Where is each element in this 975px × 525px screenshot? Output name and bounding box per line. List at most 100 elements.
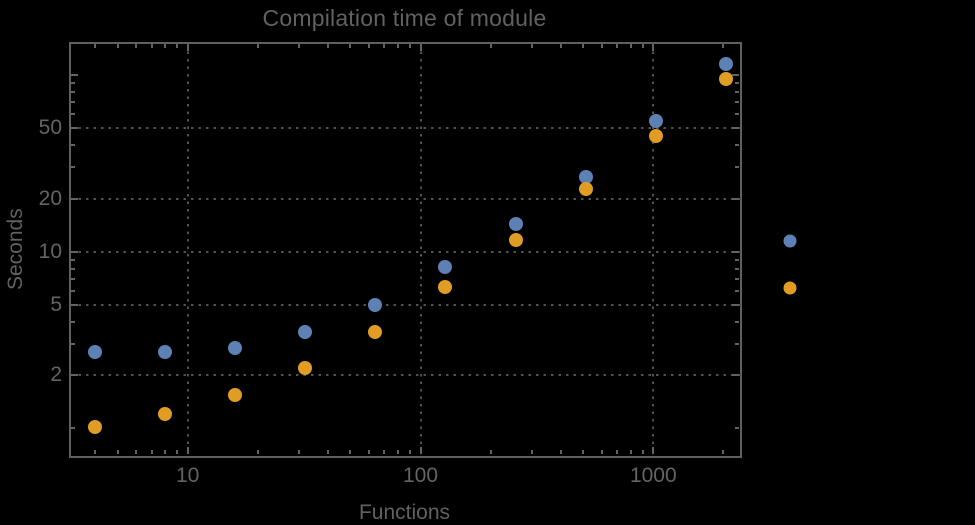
y-tick-mark-right: [732, 74, 739, 76]
x-tick-mark-top: [164, 44, 167, 48]
x-tick-mark: [349, 450, 352, 454]
x-tick-mark: [641, 450, 644, 454]
data-point-series-blue: [158, 345, 173, 360]
y-tick-mark-right: [735, 321, 739, 324]
x-tick-mark-top: [408, 44, 411, 48]
data-point-series-orange: [228, 387, 243, 402]
gridline-vertical: [419, 44, 422, 456]
x-tick-mark-top: [559, 44, 562, 48]
y-tick-mark: [71, 127, 78, 130]
data-point-series-orange: [508, 233, 523, 248]
y-tick-mark: [71, 303, 78, 306]
data-point-series-blue: [578, 169, 593, 184]
gridline-horizontal: [71, 374, 741, 377]
y-tick-mark-right: [735, 166, 739, 169]
y-tick-mark: [71, 267, 75, 270]
x-tick-mark: [94, 450, 97, 454]
y-tick-mark-right: [732, 197, 739, 200]
gridline-vertical: [652, 44, 655, 456]
data-point-series-blue: [438, 259, 453, 274]
x-tick-mark: [396, 450, 399, 454]
x-tick-mark: [116, 450, 119, 454]
y-tick-mark: [71, 427, 75, 430]
x-axis-title: Functions: [358, 501, 451, 524]
data-point-series-blue: [368, 297, 383, 312]
data-point-series-blue: [298, 325, 313, 340]
y-tick-mark: [71, 101, 75, 104]
y-tick-mark-right: [735, 427, 739, 430]
y-tick-mark-right: [732, 127, 739, 130]
x-tick-label: 1000: [629, 464, 677, 487]
gridline-vertical: [186, 44, 189, 456]
x-tick-mark: [530, 450, 533, 454]
y-tick-mark-right: [735, 278, 739, 281]
legend-marker-series-blue: [783, 234, 797, 248]
plot-frame: [69, 42, 742, 458]
x-tick-mark-top: [600, 44, 603, 48]
x-tick-mark-top: [396, 44, 399, 48]
y-tick-mark: [71, 91, 75, 94]
y-tick-mark-right: [735, 258, 739, 261]
y-tick-mark-right: [735, 113, 739, 116]
x-tick-mark: [186, 447, 189, 454]
y-tick-mark: [71, 166, 75, 169]
data-point-series-orange: [88, 419, 103, 434]
data-point-series-orange: [578, 182, 593, 197]
y-tick-mark: [71, 82, 75, 85]
y-tick-mark-right: [735, 144, 739, 147]
y-tick-mark-right: [732, 250, 739, 253]
y-tick-label: 10: [38, 239, 62, 263]
y-tick-label: 5: [50, 292, 62, 316]
x-tick-mark: [600, 450, 603, 454]
y-tick-mark-right: [732, 303, 739, 306]
y-tick-mark: [71, 343, 75, 346]
x-tick-mark: [164, 450, 167, 454]
x-tick-mark: [419, 447, 422, 454]
x-tick-mark: [383, 450, 386, 454]
x-tick-label: 10: [176, 464, 200, 487]
x-tick-mark: [629, 450, 632, 454]
x-tick-mark-top: [530, 44, 533, 48]
x-tick-mark-top: [582, 44, 585, 48]
x-tick-mark-top: [326, 44, 329, 48]
gridline-horizontal: [71, 303, 741, 306]
y-tick-mark: [71, 113, 75, 116]
data-point-series-orange: [648, 129, 663, 144]
x-tick-mark: [559, 450, 562, 454]
x-tick-mark-top: [722, 44, 725, 48]
x-tick-mark: [297, 450, 300, 454]
x-tick-mark-top: [641, 44, 644, 48]
y-tick-mark: [71, 197, 78, 200]
x-tick-mark-top: [116, 44, 119, 48]
data-point-series-blue: [508, 217, 523, 232]
gridline-horizontal: [71, 127, 741, 130]
x-tick-mark-top: [616, 44, 619, 48]
y-tick-mark: [71, 144, 75, 147]
x-tick-mark: [256, 450, 259, 454]
y-tick-mark-right: [735, 82, 739, 85]
x-tick-mark-top: [419, 44, 422, 51]
data-point-series-orange: [718, 71, 733, 86]
x-tick-mark-top: [135, 44, 138, 48]
x-tick-mark: [722, 450, 725, 454]
data-point-series-orange: [368, 325, 383, 340]
y-tick-mark-right: [735, 91, 739, 94]
data-point-series-blue: [718, 57, 733, 72]
y-tick-mark: [71, 250, 78, 253]
x-tick-mark: [489, 450, 492, 454]
x-tick-mark: [135, 450, 138, 454]
y-axis-title: Seconds: [4, 208, 27, 290]
y-tick-mark: [71, 321, 75, 324]
gridline-horizontal: [71, 197, 741, 200]
x-tick-mark: [176, 450, 179, 454]
x-tick-mark-top: [176, 44, 179, 48]
data-point-series-orange: [158, 407, 173, 422]
y-tick-mark: [71, 258, 75, 261]
y-tick-mark: [71, 74, 78, 76]
y-tick-mark-right: [735, 343, 739, 346]
x-tick-mark: [616, 450, 619, 454]
y-tick-mark: [71, 289, 75, 292]
legend-marker-series-orange: [783, 281, 797, 295]
x-tick-mark-top: [297, 44, 300, 48]
